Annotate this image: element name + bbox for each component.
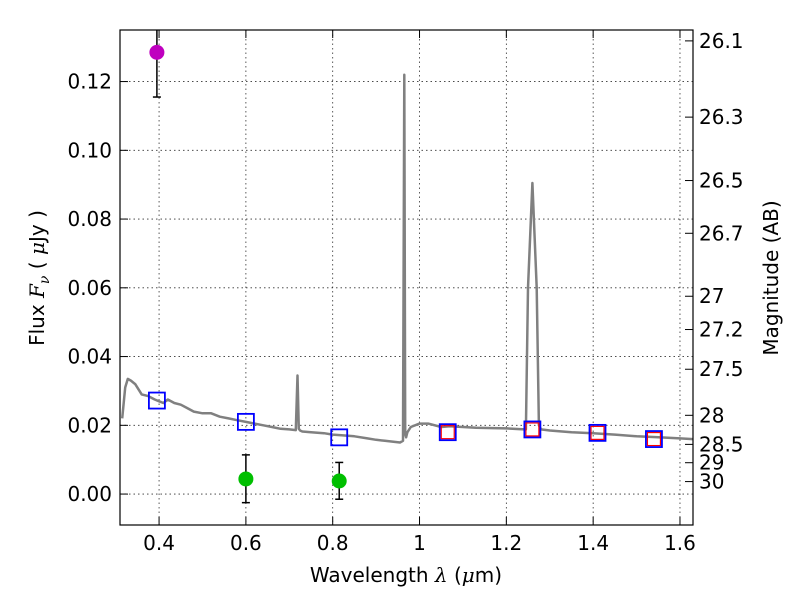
y-tick-label: 0.12	[67, 70, 112, 94]
y2-axis-label: Magnitude (AB)	[759, 200, 783, 355]
y2-tick-label: 26.7	[699, 221, 744, 245]
y2-tick-label: 26.1	[699, 29, 744, 53]
y2-tick-label: 26.5	[699, 169, 744, 193]
y2-tick-label: 27.5	[699, 357, 744, 381]
y-axis-label: Flux Fν ( μJy )	[25, 210, 53, 346]
y2-tick-label: 27.2	[699, 318, 744, 342]
model-photometry-point	[523, 420, 542, 439]
y-tick-label: 0.06	[67, 276, 112, 300]
markers	[147, 44, 663, 489]
x-tick-label: 0.6	[230, 531, 262, 555]
y2-tick-label: 26.3	[699, 105, 744, 129]
observed-photometry-point	[646, 431, 662, 447]
model-spectrum-line	[120, 73, 694, 444]
x-tick-label: 1.4	[577, 531, 609, 555]
x-tick-label: 1	[413, 531, 426, 555]
x-tick-label: 1.2	[490, 531, 522, 555]
x-tick-label: 1.6	[664, 531, 696, 555]
nondetection-point	[238, 471, 254, 487]
x-axis-label: Wavelength λ (μm)	[310, 563, 502, 587]
y-tick-label: 0.00	[67, 482, 112, 506]
y-tick-label: 0.08	[67, 207, 112, 231]
y2-tick-label: 29	[699, 451, 724, 475]
nondetection-point	[331, 473, 347, 489]
grid	[120, 30, 693, 525]
y2-tick-label: 27	[699, 284, 724, 308]
spectrum-layer	[120, 73, 694, 444]
y2-tick-label: 28.5	[699, 432, 744, 456]
model-photometry-point	[588, 423, 607, 442]
model-photometry-point	[438, 423, 457, 442]
y-tick-label: 0.02	[67, 413, 112, 437]
observed-photometry-point	[440, 425, 455, 440]
detection-point	[149, 44, 165, 60]
observed-photometry-point	[525, 422, 540, 437]
observed-photometry-point	[590, 425, 605, 440]
y-tick-label: 0.10	[67, 138, 112, 162]
axes-frame	[119, 29, 694, 526]
y-tick-labels: 0.00 0.02 0.04 0.06 0.08 0.10 0.12	[67, 70, 112, 507]
model-photometry-point	[330, 428, 349, 447]
model-photometry-point	[236, 412, 255, 431]
x-tick-labels: 0.4 0.6 0.8 1 1.2 1.4 1.6	[143, 531, 696, 555]
y2-tick-label: 30	[699, 470, 724, 494]
x-tick-label: 0.8	[317, 531, 349, 555]
y-tick-label: 0.04	[67, 345, 112, 369]
x-tick-label: 0.4	[143, 531, 175, 555]
y2-tick-label: 28	[699, 403, 724, 427]
model-photometry-point	[645, 430, 663, 448]
model-photometry-point	[147, 391, 166, 410]
ticks	[120, 30, 693, 525]
